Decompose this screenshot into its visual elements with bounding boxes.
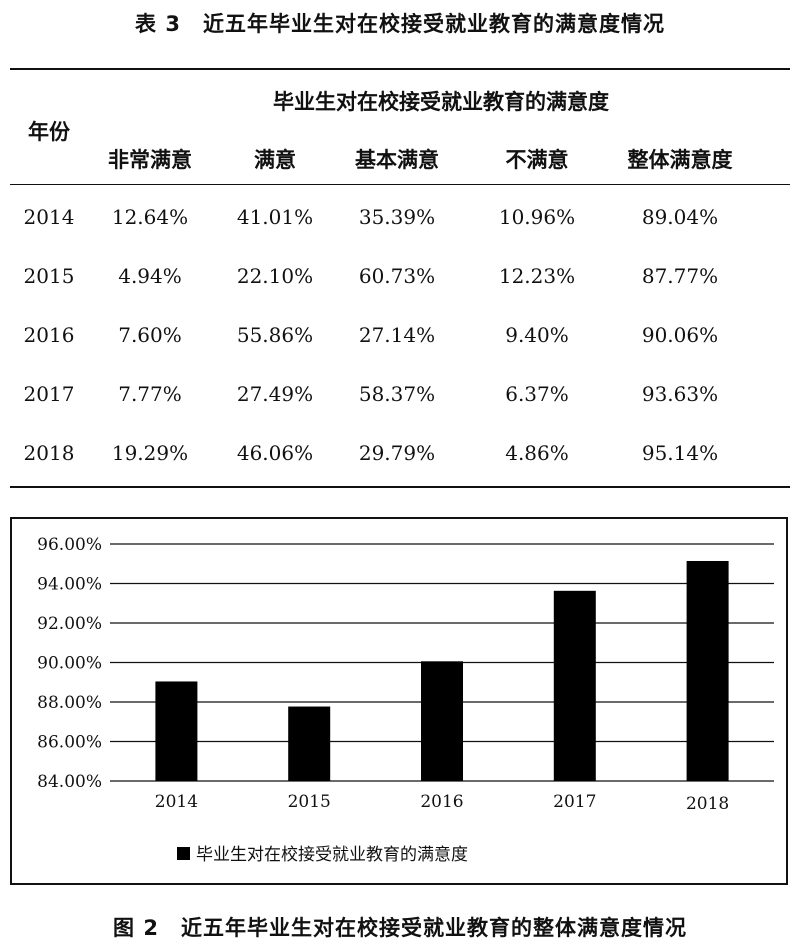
table-cell: 87.77%: [641, 264, 719, 288]
y-tick-label: 88.00%: [37, 693, 102, 713]
x-tick-label: 2015: [288, 792, 331, 812]
y-tick-label: 90.00%: [37, 654, 102, 674]
table-cell: 27.49%: [236, 382, 314, 406]
table-cell: 35.39%: [358, 205, 436, 229]
table-cell: 7.60%: [118, 323, 182, 347]
y-tick-label: 94.00%: [37, 575, 102, 595]
col-header-very-satisfied: 非常满意: [108, 148, 192, 172]
table-cell: 60.73%: [358, 264, 436, 288]
col-header-basically-satisfied: 基本满意: [355, 148, 439, 172]
table-cell: 95.14%: [641, 441, 719, 465]
table-cell: 4.86%: [505, 441, 569, 465]
table-row-year: 2017: [23, 382, 75, 406]
table-cell: 55.86%: [236, 323, 314, 347]
figure-caption: 图 2 近五年毕业生对在校接受就业教育的整体满意度情况: [113, 916, 687, 940]
table-row-year: 2018: [23, 441, 75, 465]
table-cell: 19.29%: [111, 441, 189, 465]
x-tick-label: 2018: [686, 794, 729, 814]
year-header: 年份: [28, 120, 70, 144]
table-cell: 12.64%: [111, 205, 189, 229]
table-row-year: 2015: [23, 264, 75, 288]
table-cell: 41.01%: [236, 205, 314, 229]
y-tick-label: 92.00%: [37, 614, 102, 634]
bar-2014: [155, 681, 198, 781]
table-top-rule: [10, 68, 790, 70]
table-cell: 6.37%: [505, 382, 569, 406]
table-cell: 7.77%: [118, 382, 182, 406]
table-cell: 90.06%: [641, 323, 719, 347]
table-bottom-rule: [10, 486, 790, 488]
bar-2015: [288, 706, 331, 781]
x-tick-label: 2016: [420, 792, 463, 812]
table-cell: 4.94%: [118, 264, 182, 288]
x-tick-label: 2014: [155, 792, 198, 812]
y-tick-label: 86.00%: [37, 733, 102, 753]
col-header-satisfied: 满意: [254, 148, 296, 172]
table-cell: 29.79%: [358, 441, 436, 465]
bar-2017: [553, 590, 596, 781]
table-cell: 22.10%: [236, 264, 314, 288]
col-header-overall: 整体满意度: [627, 148, 733, 172]
table-header-rule: [10, 184, 790, 185]
legend-label: 毕业生对在校接受就业教育的满意度: [196, 845, 468, 865]
bar-2016: [421, 661, 463, 781]
col-header-dissatisfied: 不满意: [505, 148, 569, 172]
table-cell: 9.40%: [505, 323, 569, 347]
table-row-year: 2014: [23, 205, 75, 229]
table-cell: 89.04%: [641, 205, 719, 229]
y-tick-label: 96.00%: [37, 535, 102, 555]
bar-2018: [686, 560, 729, 781]
table-cell: 58.37%: [358, 382, 436, 406]
table-title: 表 3 近五年毕业生对在校接受就业教育的满意度情况: [135, 12, 665, 36]
y-tick-label: 84.00%: [37, 772, 102, 792]
legend-swatch: [177, 847, 190, 860]
chart-frame: 84.00% 86.00% 88.00% 90.00% 92.00% 94.00% 96.0…: [10, 517, 788, 885]
table-cell: 46.06%: [236, 441, 314, 465]
table-row-year: 2016: [23, 323, 75, 347]
table-cell: 10.96%: [498, 205, 576, 229]
table-cell: 27.14%: [358, 323, 436, 347]
group-header: 毕业生对在校接受就业教育的满意度: [273, 90, 609, 114]
x-tick-label: 2017: [553, 792, 596, 812]
table-cell: 12.23%: [498, 264, 576, 288]
bar-chart: 84.00% 86.00% 88.00% 90.00% 92.00% 94.00% 96.0…: [37, 535, 774, 865]
table-cell: 93.63%: [641, 382, 719, 406]
